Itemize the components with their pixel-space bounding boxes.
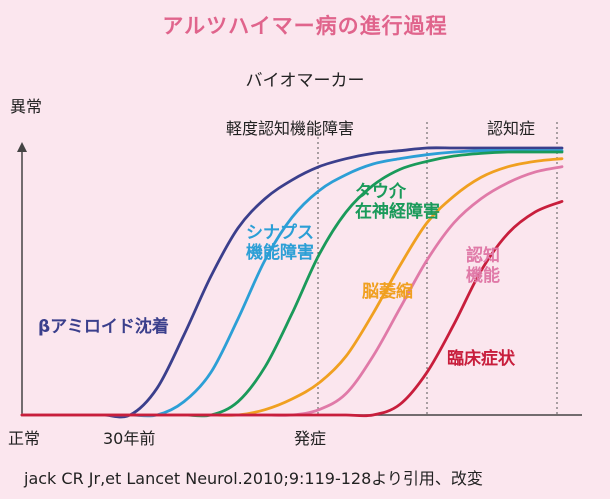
source-citation: jack CR Jr,et Lancet Neurol.2010;9:119-1…	[24, 469, 483, 488]
series-label-atrophy: 脳萎縮	[362, 281, 413, 302]
stage-label-dementia: 認知症	[487, 119, 535, 138]
x-tick-30-years-before: 30年前	[103, 429, 155, 448]
y-axis-arrow	[17, 142, 27, 152]
y-label-normal: 正常	[8, 429, 40, 448]
chart-subtitle: バイオマーカー	[245, 71, 365, 91]
series-label-clinical: 臨床症状	[447, 348, 516, 369]
stage-label-mci: 軽度認知機能障害	[226, 119, 354, 138]
x-tick-onset: 発症	[294, 429, 326, 448]
chart-title: アルツハイマー病の進行過程	[162, 14, 448, 38]
series-label-tau: タウ介在神経障害	[355, 181, 440, 222]
y-label-abnormal: 異常	[10, 97, 42, 116]
series-line-clinical	[20, 200, 564, 418]
series-label-synaptic: シナプス機能障害	[246, 222, 314, 263]
series-label-amyloid: βアミロイド沈着	[38, 316, 169, 337]
series-line-cognition	[20, 165, 564, 417]
series-label-cognition: 認知機能	[466, 245, 500, 286]
